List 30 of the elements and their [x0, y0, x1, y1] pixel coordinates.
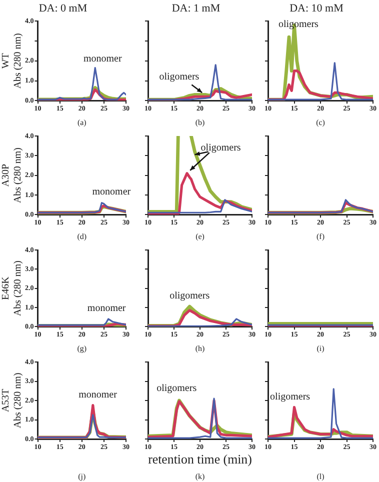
x-axis-title: retention time (min)	[148, 452, 252, 467]
text: (j)	[78, 472, 86, 482]
y-axis-title: E46K Abs (280 nm)	[0, 260, 24, 316]
annotation: monomer	[78, 390, 118, 401]
annotation: oligomers	[156, 382, 197, 394]
text: (h)	[195, 344, 205, 354]
annotation: oligomers	[170, 290, 210, 302]
y-axis-title: WT Abs (280 nm)	[0, 33, 24, 89]
chart-title: DA: 0 mM	[38, 2, 88, 14]
annotation: oligomers	[159, 71, 200, 82]
chart-title: DA: 10 mM	[290, 2, 344, 14]
text: (b)	[195, 118, 205, 128]
text: (c)	[316, 118, 326, 128]
text: (l)	[316, 472, 325, 482]
text: (i)	[316, 344, 325, 354]
y-axis-title: A30P Abs (280 nm)	[0, 148, 24, 204]
annotation: monomer	[87, 302, 126, 314]
annotation: oligomers	[278, 19, 319, 30]
chart-title: DA: 1 mM	[172, 2, 220, 14]
text: (g)	[77, 344, 87, 354]
text: (a)	[77, 118, 87, 128]
text: (d)	[77, 232, 87, 242]
text: (k)	[195, 472, 205, 482]
annotation: oligomers	[200, 142, 241, 154]
annotation: monomer	[83, 54, 122, 65]
text: (e)	[196, 232, 205, 242]
text: (f)	[316, 232, 325, 242]
annotation: monomer	[92, 186, 132, 198]
annotation: oligomers	[270, 391, 310, 402]
y-axis-title: A53T Abs (280 nm)	[0, 372, 24, 428]
